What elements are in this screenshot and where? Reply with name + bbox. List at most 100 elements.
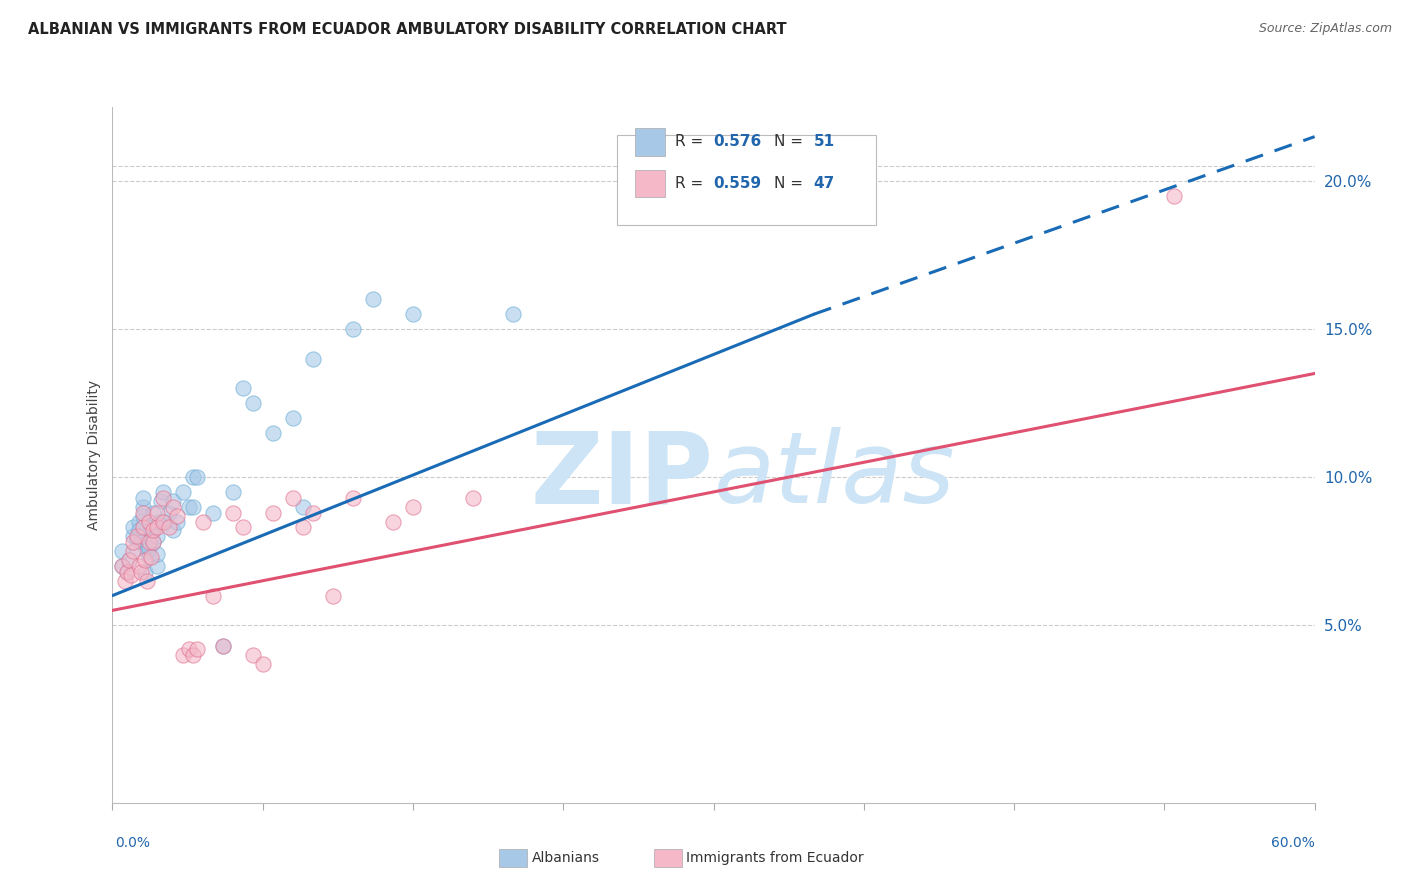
Point: [222, 484, 245, 499]
Point: [162, 493, 184, 508]
Point: [117, 553, 139, 567]
Point: [291, 500, 314, 514]
Point: [115, 565, 138, 579]
Point: [181, 648, 204, 662]
Point: [232, 520, 254, 534]
Point: [201, 506, 224, 520]
Text: 0.0%: 0.0%: [115, 836, 150, 850]
Point: [135, 574, 157, 588]
Text: R =: R =: [675, 135, 709, 149]
Point: [157, 520, 180, 534]
Text: 51: 51: [813, 135, 834, 149]
Point: [281, 491, 304, 505]
Point: [382, 515, 405, 529]
Point: [121, 520, 143, 534]
Point: [131, 520, 153, 534]
Point: [186, 470, 208, 484]
Point: [141, 506, 163, 520]
Point: [114, 574, 136, 588]
Point: [342, 491, 364, 505]
Text: ZIP: ZIP: [530, 427, 713, 524]
Point: [117, 553, 139, 567]
Point: [402, 307, 425, 321]
Text: Source: ZipAtlas.com: Source: ZipAtlas.com: [1258, 22, 1392, 36]
Point: [402, 500, 425, 514]
Point: [131, 491, 153, 505]
Point: [145, 558, 167, 573]
Point: [129, 535, 152, 549]
Point: [152, 484, 174, 499]
FancyBboxPatch shape: [617, 135, 876, 226]
Point: [141, 520, 163, 534]
Point: [152, 491, 174, 505]
Text: Albanians: Albanians: [531, 851, 599, 865]
Point: [138, 515, 160, 529]
Point: [121, 544, 143, 558]
Point: [111, 558, 134, 573]
Point: [141, 535, 163, 549]
Point: [166, 515, 188, 529]
Point: [242, 396, 264, 410]
Point: [145, 520, 167, 534]
Bar: [636, 128, 665, 156]
Text: 0.576: 0.576: [713, 135, 762, 149]
Point: [291, 520, 314, 534]
Point: [148, 515, 170, 529]
Point: [181, 500, 204, 514]
Point: [131, 508, 153, 523]
Point: [129, 565, 152, 579]
Point: [128, 524, 150, 538]
Point: [149, 493, 172, 508]
Point: [134, 553, 156, 567]
Point: [152, 515, 174, 529]
Point: [162, 524, 184, 538]
Point: [125, 541, 148, 556]
Point: [166, 508, 188, 523]
Point: [145, 547, 167, 561]
Text: 47: 47: [813, 176, 835, 191]
Point: [121, 535, 143, 549]
Point: [1163, 189, 1185, 203]
Point: [131, 506, 153, 520]
Point: [232, 381, 254, 395]
Point: [191, 515, 214, 529]
Point: [128, 515, 150, 529]
Point: [115, 565, 138, 579]
Point: [302, 351, 325, 366]
Point: [111, 544, 134, 558]
Point: [342, 322, 364, 336]
Point: [502, 307, 524, 321]
Y-axis label: Ambulatory Disability: Ambulatory Disability: [87, 380, 101, 530]
Point: [222, 506, 245, 520]
Point: [172, 648, 194, 662]
Text: N =: N =: [773, 176, 807, 191]
Point: [186, 641, 208, 656]
Point: [120, 567, 142, 582]
Point: [177, 500, 200, 514]
Point: [125, 529, 148, 543]
Point: [252, 657, 274, 671]
Point: [153, 515, 176, 529]
Point: [145, 529, 167, 543]
Point: [131, 500, 153, 514]
Point: [177, 641, 200, 656]
Point: [141, 535, 163, 549]
Point: [139, 550, 162, 565]
Bar: [636, 169, 665, 197]
Point: [128, 558, 150, 573]
Point: [121, 529, 143, 543]
Point: [262, 506, 284, 520]
Point: [145, 506, 167, 520]
Point: [111, 558, 134, 573]
Point: [322, 589, 344, 603]
Point: [361, 293, 384, 307]
Point: [139, 524, 162, 538]
Text: N =: N =: [773, 135, 807, 149]
Text: 0.559: 0.559: [713, 176, 762, 191]
Point: [201, 589, 224, 603]
Text: Immigrants from Ecuador: Immigrants from Ecuador: [686, 851, 863, 865]
Text: R =: R =: [675, 176, 709, 191]
Point: [211, 639, 233, 653]
Point: [242, 648, 264, 662]
Point: [262, 425, 284, 440]
